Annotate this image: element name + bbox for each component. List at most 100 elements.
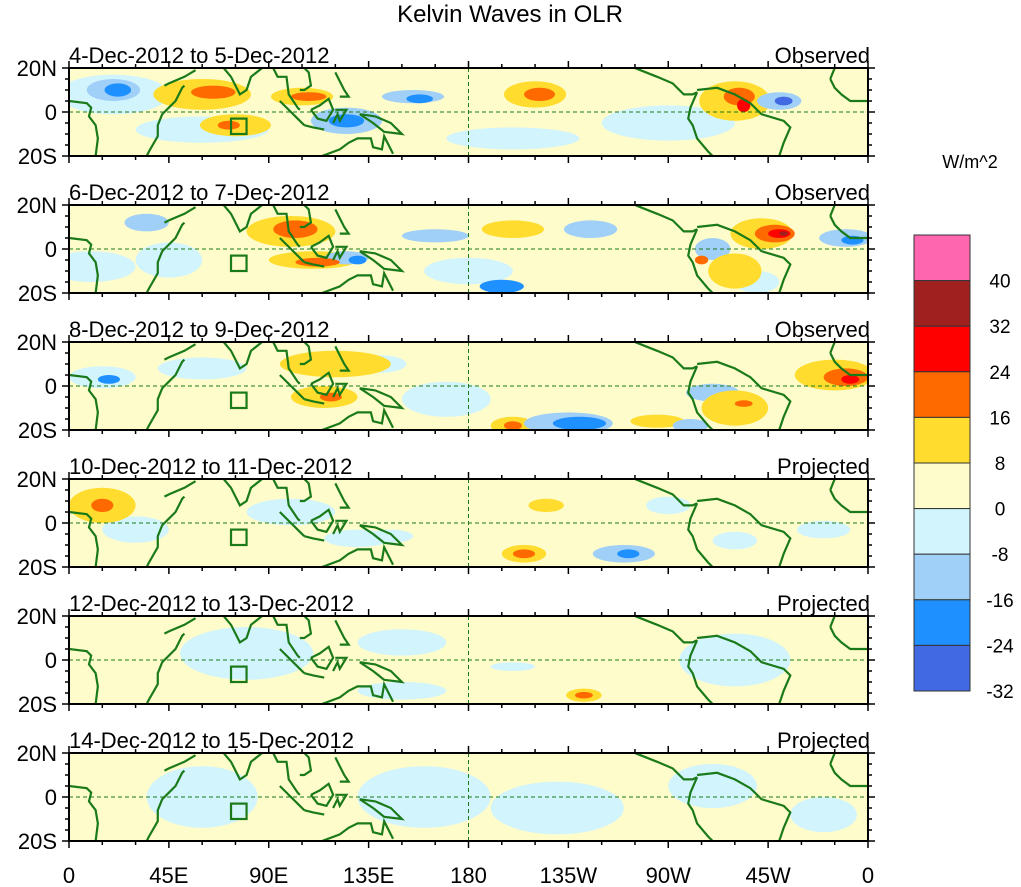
- anomaly-contour: [357, 629, 447, 656]
- coastline: [687, 91, 714, 156]
- colorbar-tick-label: 8: [995, 454, 1006, 475]
- y-tick-label: 0: [45, 374, 57, 399]
- y-tick-label: 20S: [18, 692, 57, 717]
- coastline: [687, 502, 714, 567]
- coastline: [634, 479, 698, 507]
- coastline: [334, 208, 351, 235]
- coastline: [829, 616, 836, 628]
- coastline: [829, 763, 868, 788]
- coastline: [163, 343, 197, 361]
- coastline: [829, 479, 836, 491]
- region-box: [229, 391, 248, 410]
- coastline: [272, 479, 301, 522]
- anomaly-contour: [563, 220, 618, 238]
- anomaly-contour: [601, 105, 735, 141]
- coastline: [359, 798, 405, 821]
- colorbar-swatch: [913, 371, 971, 418]
- coastline: [310, 782, 335, 808]
- y-tick-label: 20N: [17, 604, 57, 629]
- anomaly-contour: [694, 238, 731, 260]
- coastline: [634, 205, 698, 233]
- anomaly-contour: [694, 255, 709, 265]
- anomaly-contour: [279, 350, 391, 378]
- coastline: [696, 223, 792, 293]
- anomaly-contour: [768, 229, 791, 239]
- anomaly-contour: [191, 85, 236, 99]
- coastline: [829, 352, 868, 377]
- anomaly-contour: [104, 83, 132, 97]
- colorbar-tick-label: -32: [986, 682, 1013, 703]
- coastline: [634, 616, 698, 644]
- y-tick-label: 0: [45, 237, 57, 262]
- x-tick-label: 135E: [343, 863, 394, 887]
- coastline: [279, 237, 306, 263]
- coastline: [321, 406, 395, 430]
- coastline: [69, 236, 99, 293]
- y-tick-label: 0: [45, 648, 57, 673]
- anomaly-contour: [357, 682, 447, 700]
- y-tick-label: 0: [45, 511, 57, 536]
- coastline: [69, 647, 99, 704]
- anomaly-contour: [124, 213, 169, 232]
- coastline: [359, 524, 405, 547]
- colorbar-swatch: [913, 234, 971, 282]
- coastline: [310, 97, 335, 123]
- coastline: [303, 398, 325, 405]
- coastline: [279, 100, 306, 126]
- coastline: [696, 771, 792, 841]
- colorbar-swatch: [913, 280, 971, 327]
- coastline: [299, 205, 313, 229]
- y-tick-label: 20S: [18, 144, 57, 169]
- anomaly-contour: [69, 251, 136, 282]
- coastline: [145, 358, 186, 430]
- colorbar-tick-label: 16: [989, 408, 1010, 429]
- panel-status: Observed: [775, 317, 870, 342]
- colorbar-swatch: [913, 553, 971, 601]
- colorbar-swatch: [913, 644, 971, 692]
- anomaly-contour: [617, 549, 640, 559]
- coastline: [634, 342, 698, 370]
- map-panel: 20N 0 20S 14-Dec-2012 to 15-Dec-2012 Project…: [17, 728, 875, 854]
- anomaly-contour: [504, 421, 522, 430]
- coastline: [272, 616, 301, 659]
- panel-status: Projected: [777, 591, 870, 616]
- coastline: [332, 245, 349, 261]
- anomaly-contour: [446, 127, 580, 150]
- coastline: [687, 776, 714, 841]
- coastline: [145, 84, 186, 156]
- coastline: [332, 108, 349, 124]
- y-tick-label: 0: [45, 100, 57, 125]
- coastline: [332, 519, 349, 535]
- anomaly-contour: [406, 94, 433, 104]
- region-box: [229, 528, 248, 547]
- anomaly-contour: [490, 781, 624, 835]
- panel-status: Observed: [775, 43, 870, 68]
- coastline: [69, 784, 99, 841]
- coastline: [687, 228, 714, 293]
- coastline: [334, 71, 351, 98]
- x-tick-label: 45E: [149, 863, 188, 887]
- x-tick-label: 0: [63, 863, 75, 887]
- y-tick-label: 20S: [18, 281, 57, 306]
- coastline: [272, 68, 301, 111]
- coastline: [69, 99, 99, 156]
- coastline: [279, 648, 306, 674]
- coastline: [299, 616, 313, 640]
- y-tick-label: 20S: [18, 418, 57, 443]
- coastline: [222, 342, 263, 370]
- coastline: [696, 497, 792, 567]
- coastline: [696, 86, 792, 156]
- anomaly-contour: [528, 498, 564, 512]
- colorbar-tick-label: -8: [992, 545, 1009, 566]
- coastline: [359, 113, 405, 136]
- coastline: [279, 785, 306, 811]
- y-tick-label: 20N: [17, 467, 57, 492]
- anomaly-contour: [357, 766, 491, 828]
- coastline: [359, 387, 405, 410]
- coastline: [163, 206, 197, 224]
- coastline: [334, 482, 351, 509]
- panel-date-range: 6-Dec-2012 to 7-Dec-2012: [69, 180, 329, 205]
- anomaly-contour: [523, 87, 556, 101]
- coastline: [310, 234, 335, 260]
